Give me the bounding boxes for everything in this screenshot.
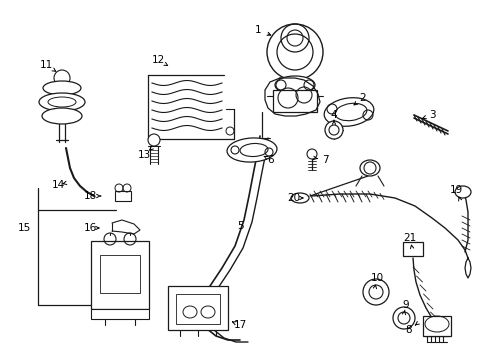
Bar	[176, 294, 220, 324]
Circle shape	[266, 24, 323, 80]
Text: 17: 17	[233, 320, 246, 330]
Text: 10: 10	[370, 273, 383, 283]
Text: 9: 9	[402, 300, 408, 310]
Circle shape	[325, 121, 342, 139]
Text: 5: 5	[237, 221, 244, 231]
Circle shape	[362, 279, 388, 305]
Text: 3: 3	[428, 110, 434, 120]
Ellipse shape	[290, 193, 308, 203]
Ellipse shape	[359, 160, 379, 176]
Text: 16: 16	[83, 223, 97, 233]
Circle shape	[54, 70, 70, 86]
Text: 11: 11	[40, 60, 53, 70]
Text: 1: 1	[254, 25, 261, 35]
Bar	[402, 242, 422, 256]
Text: 2: 2	[359, 93, 366, 103]
Bar	[115, 191, 131, 201]
Circle shape	[392, 307, 414, 329]
Bar	[272, 90, 316, 112]
Bar	[422, 316, 450, 336]
Text: 8: 8	[405, 325, 411, 335]
Text: 6: 6	[267, 155, 274, 165]
Text: 12: 12	[151, 55, 164, 65]
Text: 14: 14	[51, 180, 64, 190]
Text: 13: 13	[137, 150, 150, 160]
Bar	[100, 255, 140, 293]
Ellipse shape	[39, 93, 85, 111]
Bar	[91, 241, 149, 309]
Bar	[91, 309, 149, 319]
Ellipse shape	[324, 98, 373, 126]
Circle shape	[148, 134, 160, 146]
Text: 21: 21	[403, 233, 416, 243]
Ellipse shape	[42, 108, 82, 124]
Text: 4: 4	[330, 110, 337, 120]
Bar	[168, 286, 227, 330]
Text: 19: 19	[448, 185, 462, 195]
Circle shape	[306, 149, 316, 159]
Text: 7: 7	[321, 155, 327, 165]
Text: 15: 15	[18, 223, 31, 233]
Ellipse shape	[454, 186, 470, 198]
Text: 20: 20	[287, 193, 300, 203]
Text: 18: 18	[83, 191, 97, 201]
Ellipse shape	[226, 138, 276, 162]
Ellipse shape	[43, 81, 81, 95]
Ellipse shape	[274, 76, 314, 94]
